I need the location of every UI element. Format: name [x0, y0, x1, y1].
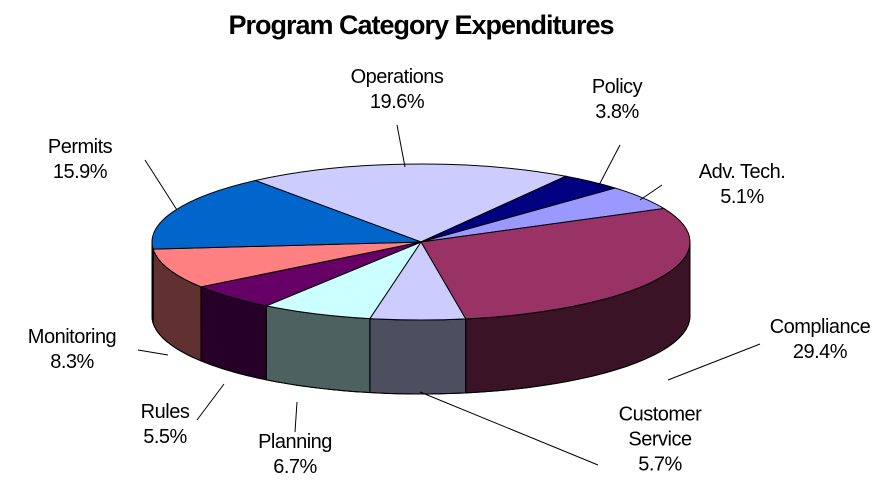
slice-label: Adv. Tech. 5.1% [699, 160, 786, 210]
value-label: 19.6% [369, 91, 425, 113]
leader-line [144, 159, 178, 211]
slice-label: Permits 15.9% [47, 135, 113, 185]
leader-line [196, 383, 225, 421]
slice-label: Operations 19.6% [351, 65, 444, 115]
category-label: Policy [591, 76, 643, 98]
chart-title: Program Category Expenditures [228, 10, 614, 40]
category-label: Customer Service [618, 403, 702, 451]
value-label: 8.3% [50, 351, 94, 373]
value-label: 3.8% [595, 101, 639, 123]
slice-label: Customer Service 5.7% [593, 403, 728, 478]
pie-slice [151, 180, 422, 250]
value-label: 5.7% [638, 453, 682, 476]
pie-tops [151, 163, 691, 321]
value-label: 6.7% [273, 456, 317, 478]
value-label: 5.1% [720, 186, 764, 208]
category-label: Compliance [769, 316, 871, 338]
leader-line [419, 391, 599, 466]
category-label: Adv. Tech. [698, 161, 786, 183]
value-label: 29.4% [792, 341, 848, 363]
pie-slice [264, 240, 423, 320]
leader-line [667, 343, 761, 381]
leader-line [597, 144, 621, 188]
pie-side-shade [369, 318, 467, 395]
category-label: Rules [140, 401, 190, 423]
category-label: Monitoring [27, 326, 117, 348]
slice-label: Planning 6.7% [258, 430, 332, 480]
category-label: Permits [47, 136, 113, 158]
pie-side-shade [151, 241, 154, 324]
slice-label: Policy 3.8% [591, 75, 643, 125]
leader-line [294, 401, 298, 433]
slice-label: Compliance 29.4% [770, 315, 871, 365]
value-label: 5.5% [143, 426, 187, 448]
pie-sides [151, 241, 691, 395]
pie-slice [253, 163, 568, 243]
category-label: Operations [350, 66, 444, 88]
slice-label: Monitoring 8.3% [27, 325, 117, 375]
pie-side-shade [265, 305, 371, 394]
leader-line [396, 124, 406, 168]
slice-label: Rules 5.5% [141, 400, 190, 450]
leader-line [137, 349, 169, 356]
leader-line [639, 184, 663, 201]
pie-slice [420, 208, 691, 320]
category-label: Planning [258, 431, 332, 453]
pie-slice [152, 241, 422, 288]
value-label: 15.9% [52, 161, 108, 183]
